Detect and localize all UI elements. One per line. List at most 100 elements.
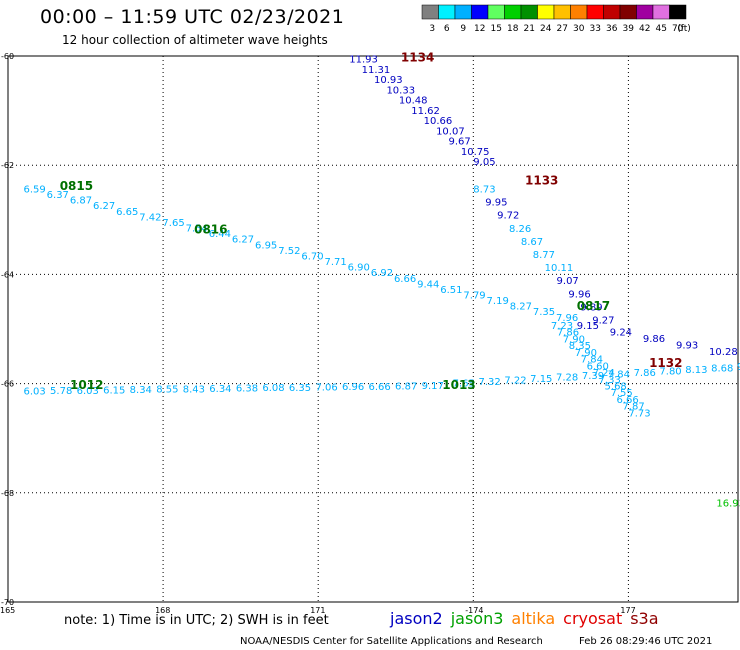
swh-value: 6.27 [93,201,115,212]
legend-swatch [652,4,670,20]
swh-value: 9.95 [485,198,507,209]
swh-value: 8.27 [510,302,532,313]
lat-tick-label: -68 [1,489,14,498]
swh-value: 9.15 [577,321,599,332]
swh-value: 9.27 [592,316,614,327]
swh-value: 9.44 [417,279,439,290]
swh-value: 6.60 [587,361,609,372]
swh-value: 6.37 [47,190,69,201]
legend-label: 27 [557,24,568,34]
lon-tick-label: -174 [465,606,483,615]
credit-line: NOAA/NESDIS Center for Satellite Applica… [240,636,543,647]
swh-value: 6.44 [209,229,231,240]
swh-value: 11.62 [411,106,440,117]
swh-value: 6.92 [371,268,393,279]
swh-value: 6.34 [209,384,231,395]
swh-value: 7.84 [608,369,630,380]
wave-height-legend: 3 6 9 12 15 18 21 24 27 30 33 36 39 42 45 70(ft) [421,4,691,34]
swh-value: 7.35 [533,307,555,318]
pass-time-label: 1134 [401,50,434,64]
swh-value: 6.59 [24,185,46,196]
swh-value: 9.67 [448,137,470,148]
swh-value: 10.11 [545,263,574,274]
swh-value: 6.15 [103,385,125,396]
legend-label: 42 [639,24,650,34]
track-1134: 11.9311.3110.9310.3310.4811.6210.6610.07… [349,50,495,168]
swh-value: 7.06 [315,383,337,394]
swh-value: 7.80 [659,366,681,377]
swh-value: 6.90 [348,263,370,274]
track-1013: 7.65 7.32 7.22 7.15 7.28 7.39 7.84 7.86 7.80 8.13… [442,362,740,392]
lon-tick-label: 177 [620,606,635,615]
swh-value: 8.43 [183,384,205,395]
legend-label: 39 [623,24,635,34]
lat-tick-label: -62 [1,161,14,170]
swh-value: 7.22 [504,375,526,386]
swh-value: 7.65 [162,218,184,229]
swh-value: 10.75 [461,147,490,158]
swh-value: 7.90 [575,348,597,359]
swh-value: 7.19 [487,296,509,307]
swh-value: 5.68 [605,381,627,392]
swh-value: 6.96 [342,382,364,393]
legend-swatch [504,4,522,20]
legend-label: 6 [444,24,450,34]
swh-value: 9.93 [676,341,698,352]
track-0817: 0817 [577,299,610,313]
legend-label: 33 [590,24,601,34]
legend-label: 18 [507,24,519,34]
legend-swatch [570,4,588,20]
legend-label: 9 [460,24,466,34]
legend-swatch [471,4,489,20]
swh-value: 6.08 [262,383,284,394]
map-frame [7,55,739,603]
swh-value: 8.34 [130,385,152,396]
swh-value: 7.52 [278,246,300,257]
swh-value: 6.70 [301,251,323,262]
track-0815: 6.596.376.876.276.657.427.657.546.446.27… [24,179,579,324]
swh-value: 7.96 [556,313,578,324]
map-subtitle: 12 hour collection of altimeter wave hei… [62,33,328,47]
swh-value: 8.26 [509,224,531,235]
lon-tick-label: 168 [155,606,170,615]
swh-value: 6.35 [289,383,311,394]
swh-value: 9.86 [643,334,665,345]
swh-value: 8.73 [473,185,495,196]
track-1133b: 7.237.867.908.357.907.846.607.247.335.68… [551,321,740,509]
legend-unit: (ft) [677,24,691,34]
swh-value: 11.31 [362,65,391,76]
satellite-name: jason2 [390,609,443,628]
swh-value: 9.05 [473,157,495,168]
legend-swatch [619,4,637,20]
legend-label: 21 [524,24,535,34]
swh-value: 7.87 [622,402,644,413]
swh-value: 9 [737,362,740,373]
swh-value: 10.28 [709,347,738,358]
swh-value: 8.68 [711,363,733,374]
swh-value: 6.51 [440,285,462,296]
satellite-legend: jason2 jason3 altika cryosat s3a [390,609,667,628]
legend-swatch [537,4,555,20]
generation-timestamp: Feb 26 08:29:46 UTC 2021 [579,636,713,647]
swh-value: 6.66 [369,382,391,393]
swh-value: 10.07 [436,126,465,137]
swh-value: 7.32 [478,377,500,388]
pass-time-label: 0816 [194,222,227,236]
satellite-name: s3a [630,609,659,628]
swh-value: 7.28 [556,372,578,383]
satellite-name: altika [511,609,556,628]
legend-swatch [520,4,538,20]
lon-tick-label: 165 [0,606,15,615]
swh-value: 8.35 [569,341,591,352]
lat-tick-label: -70 [1,598,14,607]
swh-value: 8.55 [156,385,178,396]
pass-time-label: 0817 [577,299,610,313]
swh-value: 6.03 [24,387,46,398]
pass-time-label: 0815 [60,179,93,193]
swh-value: 8.67 [521,237,543,248]
legend-swatch [586,4,604,20]
swh-value: 7.42 [139,212,161,223]
legend-swatch [487,4,505,20]
